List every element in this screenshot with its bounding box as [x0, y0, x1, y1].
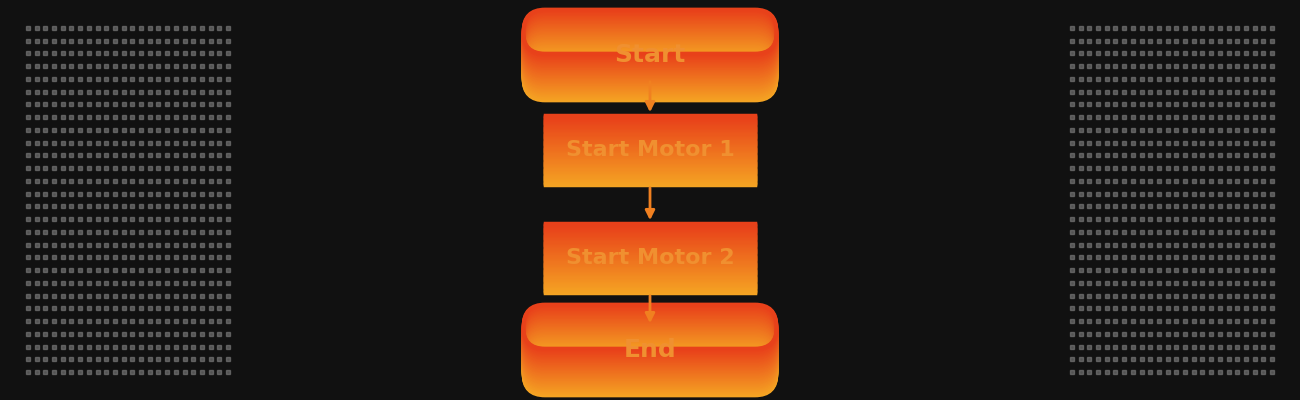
FancyBboxPatch shape [524, 304, 776, 396]
FancyBboxPatch shape [545, 115, 755, 185]
Text: Start: Start [615, 43, 685, 67]
Text: End: End [624, 338, 676, 362]
Text: Start Motor 2: Start Motor 2 [566, 248, 734, 268]
Text: Start Motor 1: Start Motor 1 [566, 140, 734, 160]
FancyBboxPatch shape [545, 223, 755, 293]
FancyBboxPatch shape [524, 10, 776, 101]
